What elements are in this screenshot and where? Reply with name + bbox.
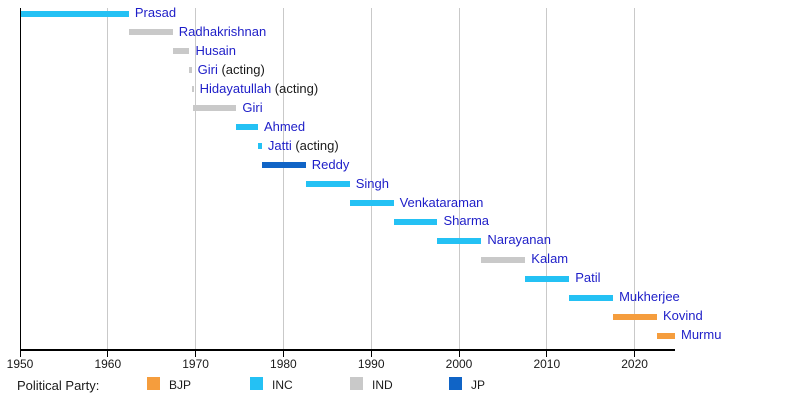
- tick-label-1980: 1980: [270, 357, 297, 371]
- president-link-patil[interactable]: Patil: [575, 270, 601, 286]
- gridline-1970: [195, 8, 197, 350]
- tick-mark-1960: [107, 351, 109, 357]
- bar-label-kovind: Kovind: [663, 308, 703, 324]
- president-link-ahmed[interactable]: Ahmed: [263, 118, 306, 134]
- bar-ahmed: [236, 124, 258, 131]
- bar-label-kalam: Kalam: [531, 251, 568, 267]
- tick-mark-2010: [546, 351, 548, 357]
- gridline-1990: [370, 8, 372, 350]
- bar-label-radhakrishnan: Radhakrishnan: [179, 24, 266, 40]
- bar-label-reddy: Reddy: [312, 157, 350, 173]
- gridline-1960: [107, 8, 109, 350]
- bar-radhakrishnan: [128, 29, 173, 36]
- bar-kovind: [613, 313, 657, 320]
- bar-giri: [192, 105, 237, 112]
- bar-label-jatti: Jatti (acting): [268, 138, 339, 154]
- legend-swatch-inc: [250, 377, 263, 390]
- bar-jatti-acting: [257, 143, 262, 150]
- tick-label-2020: 2020: [621, 357, 648, 371]
- bar-label-prasad: Prasad: [135, 5, 176, 21]
- tick-label-1950: 1950: [6, 357, 34, 371]
- bar-label-sharma: Sharma: [443, 213, 489, 229]
- bar-label-giri: Giri (acting): [198, 62, 265, 78]
- president-link-kovind[interactable]: Kovind: [662, 308, 703, 324]
- president-link-sharma[interactable]: Sharma: [443, 213, 490, 229]
- tick-mark-2020: [634, 351, 636, 357]
- acting-suffix: (acting): [271, 80, 319, 96]
- president-link-singh[interactable]: Singh: [355, 175, 389, 191]
- gridline-2020: [634, 8, 636, 350]
- acting-suffix: (acting): [291, 137, 339, 153]
- legend-label-jp: JP: [471, 378, 486, 392]
- legend-swatch-ind: [350, 377, 363, 390]
- president-link-jatti[interactable]: Jatti: [267, 137, 292, 153]
- bar-label-murmu: Murmu: [681, 327, 721, 343]
- tick-mark-1990: [370, 351, 372, 357]
- bar-narayanan: [437, 237, 482, 244]
- president-link-giri[interactable]: Giri: [242, 99, 263, 115]
- bar-label-patil: Patil: [575, 270, 600, 286]
- tick-label-2010: 2010: [533, 357, 561, 371]
- bar-murmu: [656, 332, 675, 339]
- bar-label-ahmed: Ahmed: [264, 119, 305, 135]
- bar-prasad: [20, 10, 129, 17]
- president-link-kalam[interactable]: Kalam: [531, 251, 569, 267]
- bar-label-narayanan: Narayanan: [487, 232, 551, 248]
- tick-mark-1950: [19, 351, 21, 357]
- tick-label-1970: 1970: [182, 357, 209, 371]
- bar-sharma: [393, 218, 438, 225]
- tick-mark-2000: [458, 351, 460, 357]
- president-link-narayanan[interactable]: Narayanan: [487, 232, 551, 248]
- bar-singh: [305, 181, 350, 188]
- tick-label-1960: 1960: [94, 357, 122, 371]
- bar-label-husain: Husain: [195, 43, 235, 59]
- legend-swatch-jp: [449, 377, 462, 390]
- bar-husain: [172, 48, 190, 55]
- president-link-giri[interactable]: Giri: [197, 61, 218, 77]
- bar-reddy: [261, 162, 306, 169]
- gridline-2000: [458, 8, 460, 350]
- gridline-1980: [282, 8, 284, 350]
- bar-label-mukherjee: Mukherjee: [619, 289, 680, 305]
- president-link-reddy[interactable]: Reddy: [311, 156, 350, 172]
- tick-label-1990: 1990: [357, 357, 385, 371]
- president-link-murmu[interactable]: Murmu: [680, 327, 722, 343]
- bar-patil: [525, 275, 570, 282]
- president-link-prasad[interactable]: Prasad: [134, 5, 177, 20]
- gridline-2010: [546, 8, 548, 350]
- bar-label-singh: Singh: [356, 176, 389, 192]
- bar-label-venkataraman: Venkataraman: [400, 195, 484, 211]
- bar-kalam: [481, 256, 526, 263]
- president-link-venkataraman[interactable]: Venkataraman: [399, 194, 484, 210]
- legend-title: Political Party:: [17, 378, 100, 393]
- x-axis-line: [20, 349, 675, 351]
- president-link-husain[interactable]: Husain: [195, 42, 236, 58]
- legend-swatch-bjp: [147, 377, 160, 390]
- bar-label-giri: Giri: [242, 100, 262, 116]
- tick-label-2000: 2000: [445, 357, 473, 371]
- bar-giri-acting: [189, 67, 192, 74]
- y-axis-line: [20, 8, 21, 350]
- legend-label-ind: IND: [372, 378, 393, 392]
- legend-label-bjp: BJP: [169, 378, 192, 392]
- president-link-radhakrishnan[interactable]: Radhakrishnan: [178, 23, 267, 39]
- legend-label-inc: INC: [272, 378, 293, 392]
- president-link-mukherjee[interactable]: Mukherjee: [619, 289, 680, 305]
- tick-mark-1970: [195, 351, 197, 357]
- bar-hidayatullah-acting: [191, 86, 194, 93]
- acting-suffix: (acting): [217, 61, 265, 77]
- bar-venkataraman: [349, 200, 394, 206]
- tick-mark-1980: [282, 351, 284, 357]
- president-link-hidayatullah[interactable]: Hidayatullah: [199, 80, 272, 96]
- bar-mukherjee: [569, 294, 614, 301]
- bar-label-hidayatullah: Hidayatullah (acting): [200, 81, 319, 97]
